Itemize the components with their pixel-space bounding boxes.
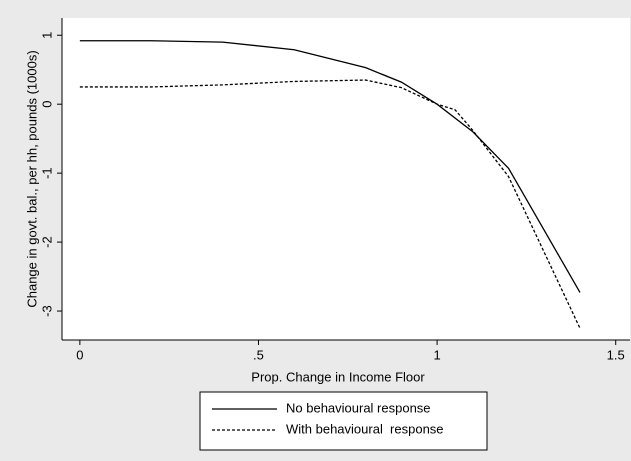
x-tick-label: 1.5 [607,347,625,362]
x-tick-label: .5 [253,347,264,362]
y-axis-label: Change in govt. bal., per hh, pounds (10… [24,50,39,307]
series-line [79,79,581,329]
series-line [79,40,581,293]
x-tick-label: 1 [433,347,440,362]
legend [199,391,488,451]
y-tick-label: -2 [39,236,54,248]
legend-label: With behavioural response [286,421,444,436]
y-tick-label: -1 [39,167,54,179]
y-tick-label: -3 [39,305,54,317]
legend-label: No behavioural response [286,400,431,415]
y-tick-label: 1 [39,32,54,39]
y-tick-label: 0 [39,101,54,108]
plot-area [62,18,630,340]
x-tick-label: 0 [76,347,83,362]
x-axis-label: Prop. Change in Income Floor [251,369,425,384]
